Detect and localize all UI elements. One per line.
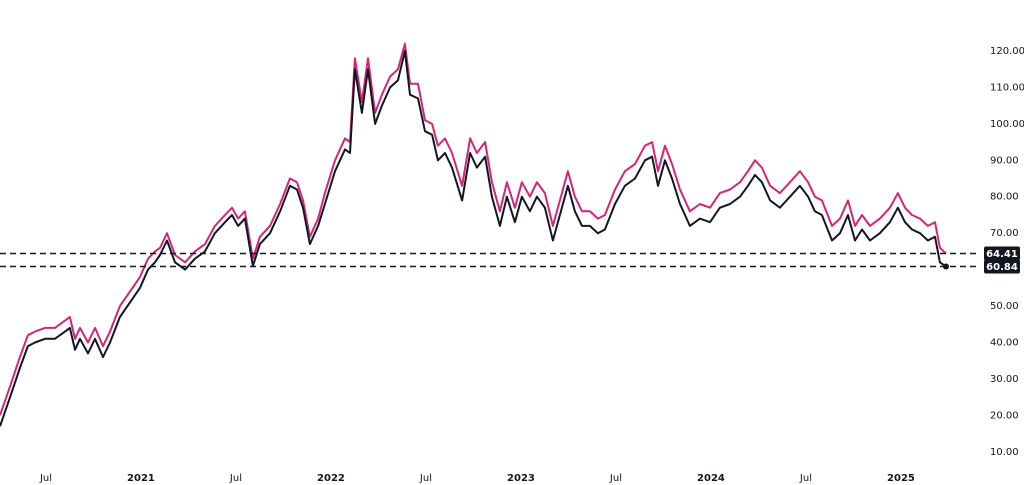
y-tick-label: 10.00 [990,447,1019,458]
x-tick-label: 2023 [507,473,535,484]
price-label: 60.84 [986,262,1018,273]
x-tick-label: Jul [609,473,622,484]
y-tick-label: 50.00 [990,301,1019,312]
x-tick-label: 2025 [887,473,915,484]
y-tick-label: 20.00 [990,410,1019,421]
series-line [0,50,947,427]
y-tick-label: 40.00 [990,337,1019,348]
price-label: 64.41 [986,249,1018,260]
series-line [0,42,947,416]
last-point [942,263,949,270]
x-tick-label: 2022 [317,473,345,484]
price-label-box [984,259,1020,274]
x-tick-label: Jul [39,473,52,484]
x-tick-label: Jul [419,473,432,484]
y-tick-label: 90.00 [990,155,1019,166]
price-label-box [984,246,1020,261]
y-tick-label: 70.00 [990,228,1019,239]
y-tick-label: 100.00 [990,119,1024,130]
y-tick-label: 110.00 [990,82,1024,93]
y-tick-label: 120.00 [990,46,1024,57]
x-tick-label: Jul [229,473,242,484]
x-tick-label: 2024 [697,473,725,484]
y-tick-label: 80.00 [990,192,1019,203]
x-tick-label: Jul [799,473,812,484]
x-tick-label: 2021 [127,473,155,484]
y-tick-label: 30.00 [990,374,1019,385]
